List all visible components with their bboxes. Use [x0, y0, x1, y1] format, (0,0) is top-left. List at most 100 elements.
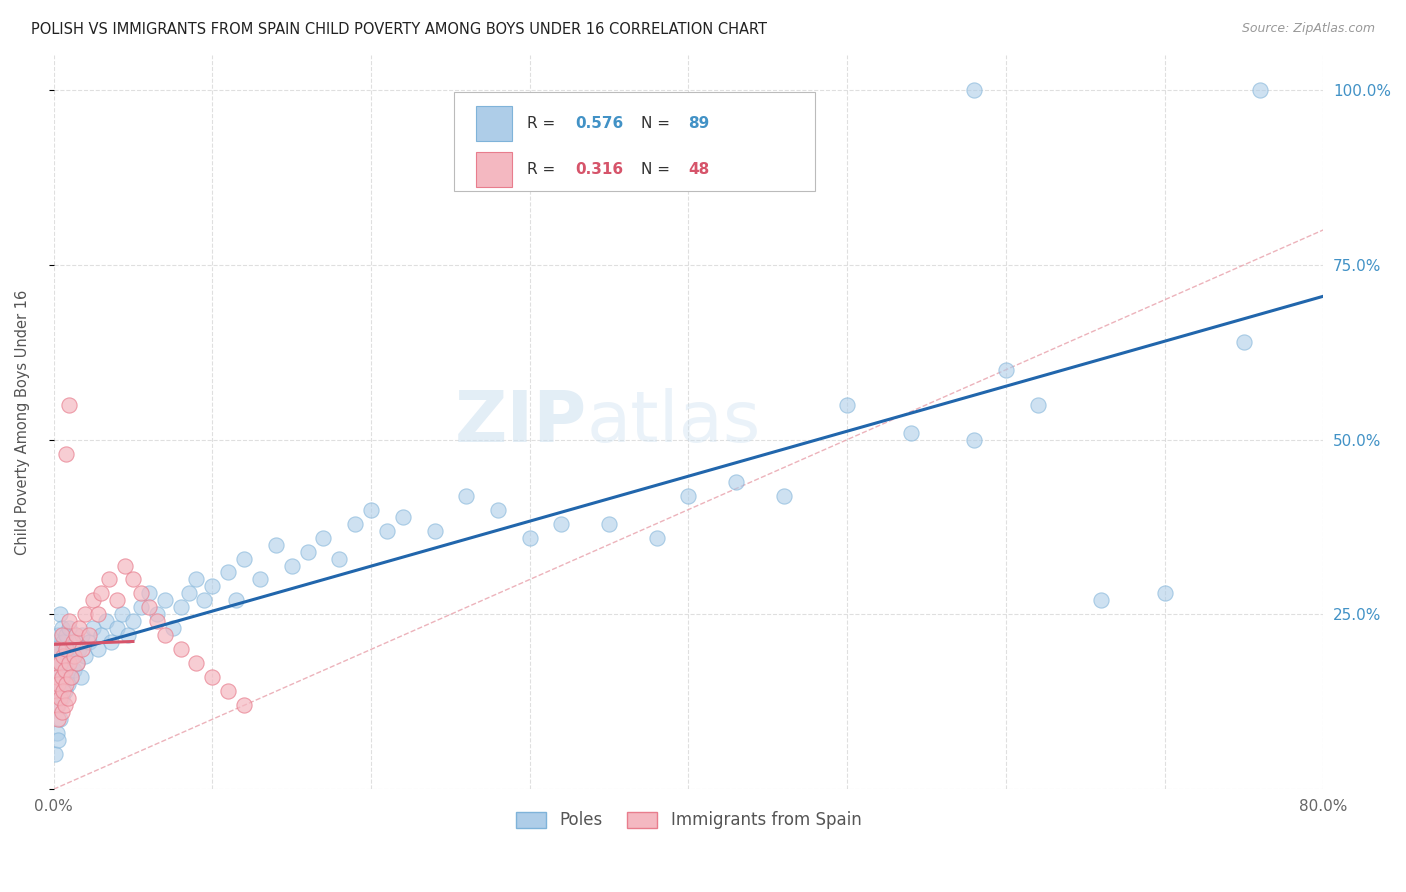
Point	[456, 489, 478, 503]
Text: 0.316: 0.316	[575, 161, 624, 177]
Point	[55, 677, 77, 691]
Point	[344, 516, 367, 531]
Point	[45, 684, 67, 698]
Point	[94, 615, 117, 629]
Point	[49, 657, 72, 671]
Point	[49, 677, 72, 691]
Point	[186, 657, 208, 671]
Point	[1153, 586, 1175, 600]
Point	[65, 635, 87, 649]
Point	[55, 642, 77, 657]
Point	[264, 537, 287, 551]
Point	[51, 628, 73, 642]
Point	[169, 642, 191, 657]
Point	[51, 657, 73, 671]
Point	[90, 628, 112, 642]
Point	[122, 573, 145, 587]
Point	[122, 615, 145, 629]
Point	[249, 573, 271, 587]
Point	[105, 622, 128, 636]
Legend: Poles, Immigrants from Spain: Poles, Immigrants from Spain	[509, 805, 868, 836]
Point	[550, 516, 572, 531]
Text: Source: ZipAtlas.com: Source: ZipAtlas.com	[1241, 22, 1375, 36]
Point	[75, 649, 97, 664]
Point	[67, 622, 90, 636]
Point	[678, 489, 700, 503]
Point	[177, 586, 200, 600]
Point	[66, 657, 89, 671]
Point	[49, 607, 72, 622]
Point	[67, 642, 90, 657]
Point	[297, 544, 319, 558]
Point	[45, 670, 67, 684]
Point	[63, 664, 86, 678]
Point	[217, 684, 239, 698]
Point	[75, 607, 97, 622]
Point	[60, 670, 83, 684]
Point	[53, 664, 76, 678]
Point	[963, 83, 986, 97]
Point	[69, 670, 91, 684]
Point	[48, 657, 70, 671]
Point	[645, 531, 668, 545]
Point	[837, 398, 859, 412]
Point	[52, 684, 75, 698]
Point	[65, 628, 87, 642]
Point	[225, 593, 247, 607]
Point	[53, 684, 76, 698]
Point	[44, 684, 66, 698]
Point	[45, 726, 67, 740]
Point	[725, 475, 748, 489]
Point	[44, 747, 66, 762]
Text: 0.576: 0.576	[575, 116, 624, 131]
Point	[45, 649, 67, 664]
Point	[105, 593, 128, 607]
Point	[63, 649, 86, 664]
Point	[1090, 593, 1112, 607]
Point	[56, 691, 79, 706]
Point	[87, 642, 110, 657]
Point	[51, 622, 73, 636]
Point	[360, 502, 382, 516]
Point	[60, 670, 83, 684]
Text: R =: R =	[527, 161, 561, 177]
Point	[146, 607, 169, 622]
Point	[217, 566, 239, 580]
Point	[1026, 398, 1049, 412]
Text: 89: 89	[689, 116, 710, 131]
Point	[55, 447, 77, 461]
Point	[55, 664, 77, 678]
Point	[58, 615, 80, 629]
Point	[375, 524, 398, 538]
Point	[1249, 83, 1271, 97]
Text: ZIP: ZIP	[454, 388, 586, 457]
Point	[146, 615, 169, 629]
Point	[312, 531, 335, 545]
Text: POLISH VS IMMIGRANTS FROM SPAIN CHILD POVERTY AMONG BOYS UNDER 16 CORRELATION CH: POLISH VS IMMIGRANTS FROM SPAIN CHILD PO…	[31, 22, 766, 37]
Point	[519, 531, 541, 545]
Point	[391, 509, 413, 524]
Point	[62, 635, 84, 649]
Point	[129, 600, 152, 615]
Point	[58, 657, 80, 671]
Point	[486, 502, 509, 516]
Point	[53, 698, 76, 713]
Point	[117, 628, 139, 642]
Point	[100, 635, 122, 649]
Point	[423, 524, 446, 538]
FancyBboxPatch shape	[477, 152, 512, 186]
Point	[58, 622, 80, 636]
FancyBboxPatch shape	[477, 106, 512, 141]
Point	[70, 628, 93, 642]
Point	[51, 706, 73, 720]
Point	[52, 649, 75, 664]
Point	[201, 579, 224, 593]
Point	[58, 398, 80, 412]
Point	[58, 657, 80, 671]
Point	[82, 622, 104, 636]
Point	[598, 516, 620, 531]
Point	[49, 691, 72, 706]
Point	[48, 733, 70, 747]
Point	[900, 425, 922, 440]
Point	[44, 657, 66, 671]
